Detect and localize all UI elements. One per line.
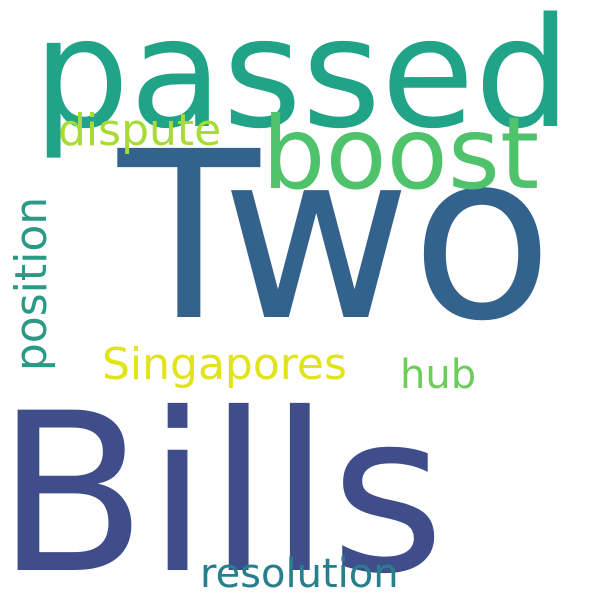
word-singapores: Singapores — [102, 339, 347, 390]
word-hub: hub — [400, 352, 477, 398]
word-passed: passed — [33, 0, 572, 162]
word-resolution: resolution — [200, 551, 399, 597]
word-two: Two — [118, 102, 553, 372]
word-position: position — [6, 196, 58, 372]
word-dispute: dispute — [58, 105, 222, 156]
word-boost: boost — [262, 95, 540, 212]
word-bills: Bills — [0, 366, 445, 600]
